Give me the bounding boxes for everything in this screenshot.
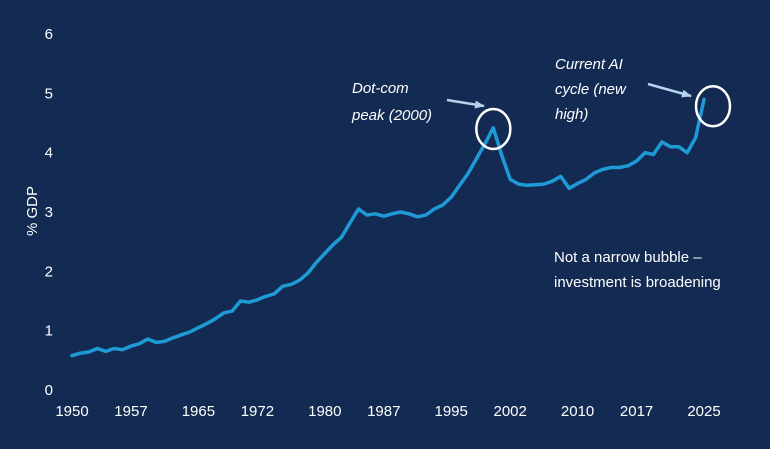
y-tick-label: 0 [45,382,53,399]
chart-note-line-2: investment is broadening [554,274,721,291]
y-axis-ticks: 0 1 2 3 4 5 6 [45,26,53,399]
x-tick-label: 2025 [687,403,720,420]
x-tick-label: 1980 [308,403,341,420]
x-axis-ticks: 1950 1957 1965 1972 1980 1987 1995 2002 2010 2017… [55,403,720,420]
annotation-dotcom-line-1: Dot-com [352,80,409,97]
x-tick-label: 1972 [241,403,274,420]
y-tick-label: 4 [45,145,53,162]
annotation-dotcom: Dot-com peak (2000) [351,80,512,151]
annotation-dotcom-circle [475,107,512,151]
y-tick-label: 6 [45,26,53,43]
annotation-dotcom-line-2: peak (2000) [351,107,432,124]
y-tick-label: 3 [45,204,53,221]
y-axis-label: % GDP [24,186,41,236]
chart-note-line-1: Not a narrow bubble – [554,249,702,266]
annotation-ai-cycle: Current AI cycle (new high) [555,56,732,128]
x-tick-label: 2010 [561,403,594,420]
x-tick-label: 1965 [182,403,215,420]
x-tick-label: 1995 [435,403,468,420]
x-tick-label: 2002 [493,403,526,420]
x-tick-label: 1957 [114,403,147,420]
annotation-ai-circle [694,84,732,128]
y-tick-label: 2 [45,263,53,280]
y-tick-label: 1 [45,323,53,340]
x-tick-label: 1950 [55,403,88,420]
x-tick-label: 2017 [620,403,653,420]
annotation-ai-line-3: high) [555,106,588,123]
x-tick-label: 1987 [367,403,400,420]
annotation-ai-arrow [647,82,692,98]
y-tick-label: 5 [45,85,53,102]
annotation-dotcom-arrow [446,98,485,109]
series-line [70,97,706,358]
annotation-ai-line-2: cycle (new [555,81,627,98]
chart-note: Not a narrow bubble – investment is broa… [554,249,721,291]
annotation-ai-line-1: Current AI [555,56,623,73]
